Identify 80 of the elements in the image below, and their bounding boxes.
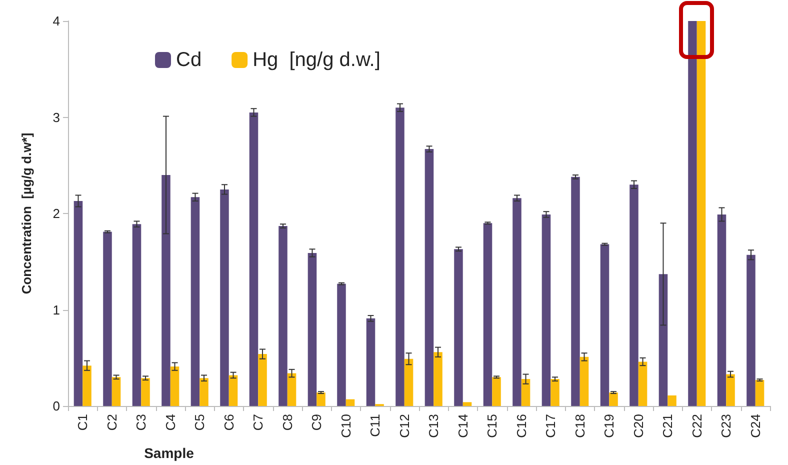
bar (249, 112, 258, 406)
x-tick-label: C2 (104, 414, 120, 431)
bar (434, 352, 442, 406)
bar (717, 214, 726, 406)
bar (366, 318, 376, 406)
x-tick-label: C22 (689, 414, 704, 438)
y-tick-label: 4 (52, 14, 60, 28)
bar (141, 378, 150, 406)
bar (74, 200, 83, 406)
legend-label: Hg [ng/g d.w.] (252, 49, 380, 71)
bar (404, 358, 414, 406)
x-tick-label: C19 (602, 414, 617, 438)
x-tick-label: C7 (250, 414, 266, 431)
bar (258, 354, 267, 406)
bar (609, 392, 618, 406)
bar (337, 284, 346, 406)
x-tick-label: C18 (572, 414, 588, 438)
x-tick-label: C23 (718, 414, 734, 438)
bar (424, 149, 434, 406)
bar (228, 375, 238, 406)
bar (132, 224, 142, 406)
bar (287, 373, 296, 406)
bar (200, 378, 208, 406)
x-tick-label: C5 (192, 414, 208, 431)
bar (220, 189, 229, 406)
x-tick-label: C3 (134, 414, 149, 431)
x-tick-label: C1 (75, 414, 90, 431)
x-tick-label: C20 (630, 414, 646, 438)
x-tick-label: C9 (309, 414, 324, 431)
bar (755, 380, 764, 406)
bar (396, 108, 404, 406)
y-tick-label: 1 (52, 302, 60, 318)
bar (308, 252, 317, 406)
bar (483, 223, 492, 406)
bar (82, 366, 92, 406)
x-tick-label: C8 (280, 414, 295, 431)
bar (190, 197, 200, 406)
x-tick-label: C10 (338, 414, 354, 438)
bar (542, 214, 551, 406)
bar (162, 175, 170, 406)
y-axis-title: Concentration [µg/g d.w*] (19, 132, 34, 294)
x-tick-label: C14 (455, 414, 470, 438)
bar (696, 21, 706, 406)
bar (346, 399, 355, 406)
bar (746, 254, 756, 406)
y-tick-label: 2 (52, 206, 60, 221)
x-tick-label: C24 (748, 414, 763, 438)
bar (571, 176, 580, 406)
bar (521, 379, 530, 406)
bar (580, 356, 589, 406)
bar (316, 392, 326, 406)
bar (638, 362, 648, 406)
x-tick-label: C13 (426, 414, 442, 438)
bar (726, 374, 735, 406)
bar (668, 395, 676, 406)
x-axis-title: Sample (144, 445, 194, 461)
y-tick-label: 0 (52, 398, 60, 414)
bar (462, 402, 472, 406)
bar (630, 184, 638, 406)
legend-label: Cd (176, 49, 202, 71)
bar (600, 244, 610, 406)
x-tick-label: C4 (162, 414, 178, 431)
bar (170, 366, 180, 406)
bar (512, 198, 522, 406)
bar (550, 379, 560, 406)
x-tick-label: C6 (221, 414, 236, 431)
x-tick-label: C15 (484, 414, 500, 438)
bar (658, 274, 668, 406)
x-tick-label: C16 (514, 414, 529, 438)
x-tick-label: C21 (660, 414, 676, 438)
bar (454, 249, 463, 406)
bar (112, 377, 121, 406)
y-tick-label: 3 (52, 110, 60, 125)
x-tick-label: C11 (368, 414, 383, 437)
bar (103, 232, 112, 406)
bar (688, 21, 697, 406)
x-tick-label: C12 (396, 414, 412, 438)
x-tick-label: C17 (543, 414, 558, 438)
bar (278, 226, 288, 406)
bar (492, 377, 501, 406)
